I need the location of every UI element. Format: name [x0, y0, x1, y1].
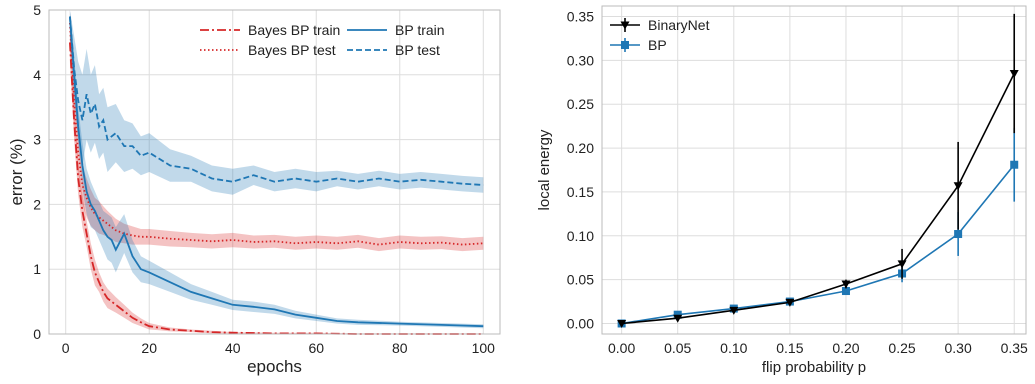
left-x-tick-label: 60 — [308, 340, 324, 356]
right-plot-frame — [601, 5, 1027, 335]
right-x-tick-label: 0.00 — [608, 340, 635, 356]
right-legend-label-binarynet: BinaryNet — [648, 17, 710, 33]
left-x-tick-label: 20 — [141, 340, 157, 356]
left-x-tick-label: 100 — [472, 340, 496, 356]
right-x-tick-label: 0.15 — [776, 340, 803, 356]
right-y-tick-label: 0.05 — [567, 272, 594, 288]
left-legend-label-bp-test: BP test — [395, 42, 440, 58]
right-y-tick-label: 0.00 — [567, 315, 594, 331]
left-y-tick-label: 5 — [33, 2, 41, 18]
right-point-binarynet — [897, 260, 907, 269]
left-series-line-bp-train — [69, 16, 484, 328]
right-legend-label-bp: BP — [648, 37, 667, 53]
right-legend-marker-bp — [621, 41, 629, 49]
right-y-tick-label: 0.15 — [567, 184, 594, 200]
left-panel-error-vs-epochs: 0 20 40 60 80 100 0 1 2 3 4 5 epochs error (%) Bayes B… — [7, 2, 501, 376]
right-panel-local-energy-vs-flip-probability: 0.00 0.05 0.10 0.15 0.20 0.25 0.30 0.35 0.00 0.05… — [536, 5, 1028, 376]
right-point-binarynet — [953, 182, 963, 191]
left-y-axis-label: error (%) — [7, 138, 26, 205]
left-band-bayes-bp-test — [69, 10, 484, 252]
left-legend-label-bayes-bp-test: Bayes BP test — [248, 42, 336, 58]
right-x-tick-label: 0.35 — [1001, 340, 1028, 356]
right-legend: BinaryNet BP — [610, 17, 710, 53]
right-x-tick-label: 0.30 — [945, 340, 972, 356]
right-point-bp — [954, 230, 963, 239]
right-x-tick-label: 0.25 — [888, 340, 915, 356]
right-series-line-bp — [621, 164, 1015, 325]
left-y-tick-label: 4 — [33, 67, 41, 83]
right-x-tick-label: 0.10 — [720, 340, 747, 356]
left-series-line-bp-test — [69, 16, 484, 186]
right-point-binarynet — [729, 306, 739, 315]
left-x-tick-label: 0 — [62, 340, 70, 356]
right-x-tick-label: 0.20 — [832, 340, 859, 356]
left-plot-frame — [48, 9, 501, 335]
right-point-binarynet — [1009, 70, 1019, 79]
left-series-line-bayes-bp-train — [69, 42, 484, 335]
left-band-bp-test — [69, 10, 484, 195]
left-x-tick-label: 80 — [392, 340, 408, 356]
right-point-binarynet — [841, 280, 851, 289]
right-plot-area — [602, 6, 1026, 334]
right-series-line-binarynet — [621, 73, 1015, 325]
right-y-axis-label: local energy — [536, 129, 553, 210]
left-legend-label-bayes-bp-train: Bayes BP train — [248, 22, 340, 38]
left-y-tick-label: 1 — [33, 261, 41, 277]
left-x-axis-label: epochs — [247, 357, 302, 376]
right-legend-marker-binarynet — [620, 21, 630, 30]
left-band-bayes-bp-train — [69, 23, 484, 334]
right-y-tick-label: 0.35 — [567, 9, 594, 25]
left-x-tick-label: 40 — [225, 340, 241, 356]
right-y-tick-label: 0.25 — [567, 96, 594, 112]
right-y-tick-label: 0.20 — [567, 140, 594, 156]
left-legend-label-bp-train: BP train — [395, 22, 445, 38]
left-series-line-bayes-bp-test — [69, 22, 484, 246]
right-x-tick-label: 0.05 — [664, 340, 691, 356]
right-y-tick-label: 0.30 — [567, 52, 594, 68]
right-point-bp — [673, 310, 682, 319]
right-point-binarynet — [785, 298, 795, 307]
right-point-binarynet — [673, 314, 683, 323]
right-point-bp — [1010, 160, 1019, 169]
right-point-bp — [841, 287, 850, 296]
left-y-tick-label: 3 — [33, 132, 41, 148]
right-y-tick-label: 0.10 — [567, 228, 594, 244]
left-y-tick-label: 2 — [33, 196, 41, 212]
right-point-binarynet — [617, 319, 627, 328]
left-plot-area — [49, 10, 500, 334]
right-x-axis-label: flip probability p — [762, 359, 866, 376]
left-y-tick-label: 0 — [33, 326, 41, 342]
left-legend: Bayes BP train Bayes BP test BP train BP te… — [200, 22, 445, 58]
